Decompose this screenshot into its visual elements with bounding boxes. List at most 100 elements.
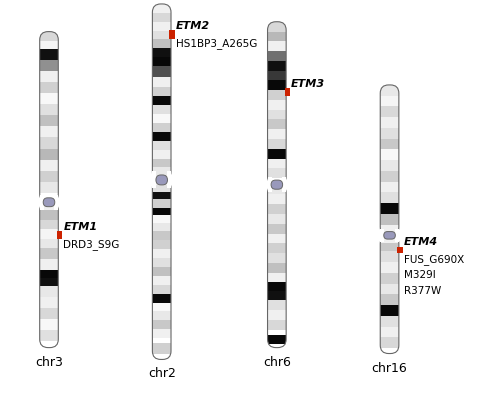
Bar xyxy=(268,273,286,282)
Bar xyxy=(152,132,171,141)
Bar xyxy=(268,300,286,310)
Bar xyxy=(268,224,286,233)
Bar xyxy=(380,117,399,128)
FancyBboxPatch shape xyxy=(271,180,283,189)
Bar xyxy=(40,308,58,319)
Bar xyxy=(152,105,171,114)
Bar xyxy=(152,222,171,231)
Bar xyxy=(152,87,171,96)
Bar xyxy=(380,182,399,192)
Bar xyxy=(152,185,171,192)
Bar xyxy=(268,110,286,119)
Bar xyxy=(380,327,399,337)
Bar xyxy=(380,294,399,305)
Bar xyxy=(152,48,171,57)
Bar xyxy=(380,128,399,139)
Bar xyxy=(380,294,399,305)
Bar xyxy=(152,293,171,303)
Bar xyxy=(268,243,286,253)
Bar xyxy=(268,233,286,243)
Bar xyxy=(40,248,58,259)
Bar xyxy=(380,225,399,235)
Bar xyxy=(152,123,171,132)
Bar xyxy=(268,194,286,204)
Bar xyxy=(40,286,58,297)
Bar xyxy=(40,32,58,41)
Bar xyxy=(152,123,171,132)
Bar xyxy=(380,214,399,225)
Bar xyxy=(40,239,58,248)
Bar xyxy=(282,177,286,192)
Bar xyxy=(152,276,171,285)
Bar xyxy=(268,253,286,263)
Bar xyxy=(152,22,171,30)
Bar xyxy=(268,177,271,192)
Bar xyxy=(40,171,58,182)
Bar xyxy=(268,320,286,330)
Bar xyxy=(152,150,171,158)
Bar xyxy=(40,229,58,239)
Bar xyxy=(268,214,286,224)
Bar xyxy=(152,267,171,276)
FancyBboxPatch shape xyxy=(40,32,58,202)
Bar xyxy=(152,167,171,176)
Bar xyxy=(40,160,58,171)
Bar xyxy=(152,180,171,185)
Bar xyxy=(40,308,58,319)
Bar xyxy=(152,208,171,215)
Bar xyxy=(268,214,286,224)
Bar xyxy=(54,195,58,210)
Bar xyxy=(268,282,286,291)
Bar xyxy=(380,192,399,203)
Bar xyxy=(380,327,399,337)
Bar xyxy=(152,343,171,354)
Bar xyxy=(152,87,171,96)
FancyBboxPatch shape xyxy=(380,85,399,235)
Bar xyxy=(380,262,399,273)
Bar xyxy=(380,337,399,348)
Bar xyxy=(152,240,171,249)
Text: chr6: chr6 xyxy=(263,356,291,369)
Bar xyxy=(152,192,171,199)
Bar xyxy=(152,311,171,320)
Bar xyxy=(268,185,286,194)
Bar xyxy=(268,291,286,300)
Bar xyxy=(380,117,399,128)
Bar xyxy=(152,320,171,329)
Bar xyxy=(268,100,286,110)
Bar xyxy=(268,32,286,41)
Bar xyxy=(380,229,384,242)
Bar xyxy=(40,137,58,149)
Bar xyxy=(380,96,399,106)
Bar xyxy=(268,233,286,243)
FancyBboxPatch shape xyxy=(152,180,171,359)
Bar xyxy=(152,293,171,303)
Bar xyxy=(152,320,171,329)
Bar xyxy=(40,82,58,93)
Bar xyxy=(152,329,171,338)
Bar xyxy=(40,278,58,286)
Bar xyxy=(380,96,399,106)
Bar xyxy=(268,263,286,273)
Bar xyxy=(285,88,290,96)
Bar xyxy=(268,51,286,61)
Bar xyxy=(40,182,58,193)
Bar xyxy=(40,330,58,341)
Bar xyxy=(167,171,171,188)
Bar xyxy=(152,4,171,13)
Bar xyxy=(268,224,286,233)
Bar xyxy=(268,320,286,330)
Bar xyxy=(40,71,58,82)
Bar xyxy=(152,4,171,13)
Bar xyxy=(380,149,399,160)
Bar xyxy=(380,273,399,284)
Bar xyxy=(152,199,171,209)
Bar xyxy=(40,319,58,330)
Bar xyxy=(40,278,58,286)
Bar xyxy=(268,310,286,320)
Bar xyxy=(380,337,399,348)
Bar xyxy=(268,41,286,51)
Bar xyxy=(380,284,399,294)
Bar xyxy=(268,243,286,253)
Bar xyxy=(152,66,171,77)
